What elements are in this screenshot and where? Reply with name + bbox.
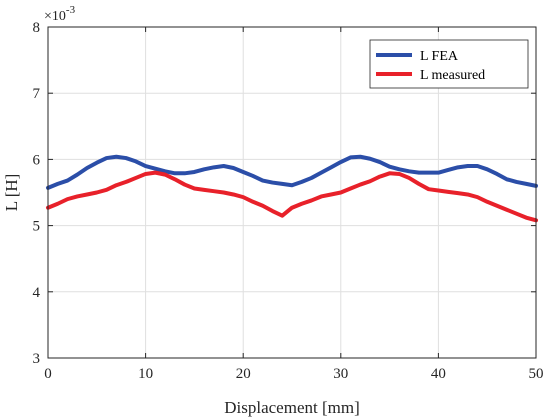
y-tick-label: 6 [33,152,41,168]
x-tick-label: 50 [529,366,544,382]
x-tick-label: 20 [236,366,251,382]
y-tick-label: 7 [33,86,41,102]
x-tick-label: 0 [44,366,52,382]
legend-label-l-measured: L measured [420,68,485,83]
y-axis-label: L [H] [2,174,21,212]
series-layer [46,154,538,223]
y-axis-multiplier: ×10-3 [44,4,76,24]
legend-box [369,39,529,89]
legend: L FEA L measured [369,39,529,89]
y-tick-labels: 3 4 5 6 7 8 [33,20,41,367]
x-tick-label: 40 [431,366,446,382]
x-axis-label: Displacement [mm] [224,398,360,417]
x-tick-label: 30 [333,366,348,382]
series-line-l-fea [46,154,538,190]
legend-label-l-fea: L FEA [420,49,459,64]
grid [47,26,537,359]
series-line-l-measured [46,170,538,223]
x-tick-labels: 0 10 20 30 40 50 [44,366,543,382]
ticks [47,26,537,359]
axes-frame [47,26,537,359]
y-tick-label: 3 [33,351,41,367]
y-tick-label: 8 [33,20,41,36]
y-tick-label: 5 [33,219,41,235]
y-tick-label: 4 [33,285,41,301]
x-tick-label: 10 [138,366,153,382]
